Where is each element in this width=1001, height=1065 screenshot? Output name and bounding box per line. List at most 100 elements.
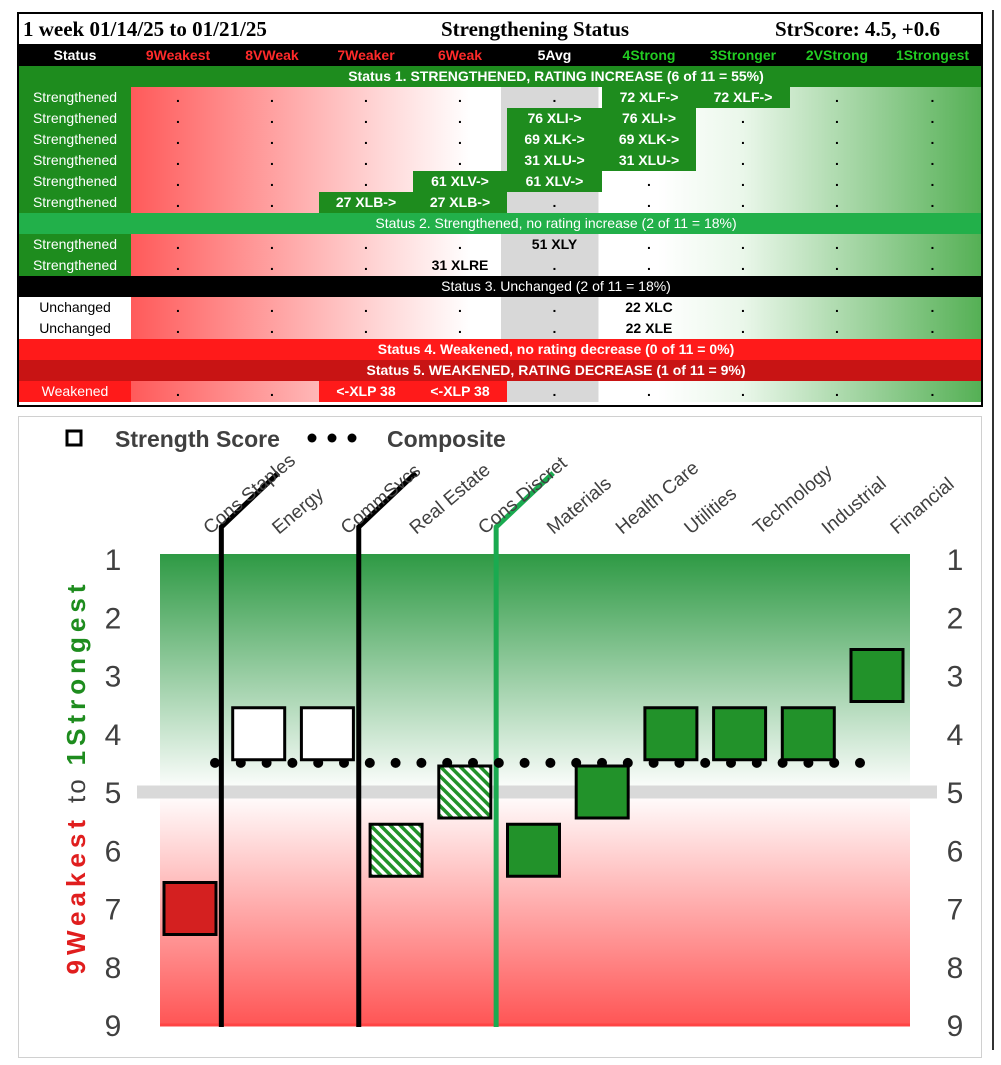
strength-marker-industrial: [780, 706, 836, 762]
empty-cell: .: [270, 320, 274, 336]
table-row: Strengthened... 31 XLRE.....: [19, 255, 981, 276]
empty-cell: .: [458, 89, 462, 105]
y-tick-right: 2: [947, 602, 964, 635]
table-row: Weakened.. <-XLP 38 <-XLP 38.....: [19, 381, 981, 402]
empty-cell: .: [647, 236, 651, 252]
row-status-label: Strengthened: [19, 192, 131, 213]
empty-cell: .: [458, 236, 462, 252]
row-status-label: Unchanged: [19, 297, 131, 318]
column-header-5: 5Avg: [537, 47, 572, 63]
y-tick-left: 1: [105, 544, 122, 577]
empty-cell: .: [270, 194, 274, 210]
rating-gradient: [131, 318, 981, 339]
status-band-s3: Status 3. Unchanged (2 of 11 = 18%): [19, 276, 981, 297]
empty-cell: .: [270, 299, 274, 315]
empty-cell: .: [552, 320, 557, 336]
etf-cell: 61 XLV->: [413, 171, 507, 192]
strength-marker-commsvcs: [299, 706, 355, 762]
etf-cell: 27 XLB->: [319, 192, 413, 213]
empty-cell: .: [176, 236, 180, 252]
empty-cell: .: [364, 89, 368, 105]
empty-cell: .: [835, 257, 839, 273]
empty-cell: .: [741, 110, 745, 126]
etf-cell: 76 XLI->: [602, 108, 696, 129]
etf-cell: 51 XLY: [531, 236, 578, 252]
etf-cell: 27 XLB->: [413, 192, 507, 213]
composite-dot: [364, 757, 375, 768]
composite-dot: [545, 757, 556, 768]
column-header-8: 2VStrong: [805, 47, 869, 63]
empty-cell: .: [647, 194, 651, 210]
category-label: Utilities: [681, 483, 741, 538]
empty-cell: .: [176, 110, 180, 126]
empty-cell: .: [176, 320, 180, 336]
status-band-text: Status 5. WEAKENED, RATING DECREASE (1 o…: [366, 362, 746, 378]
table-row: Strengthened.... 31 XLU-> 31 XLU->...: [19, 150, 981, 171]
row-status-label: Strengthened: [19, 129, 131, 150]
strength-marker-energy: [231, 706, 287, 762]
status-band-text: Status 4. Weakened, no rating decrease (…: [377, 341, 735, 357]
etf-cell: 31 XLU->: [602, 150, 696, 171]
chart-legend: Strength Score Composite: [65, 426, 506, 452]
legend-dot-icon: [327, 433, 337, 443]
empty-cell: .: [741, 257, 745, 273]
empty-cell: .: [835, 89, 839, 105]
etf-cell: 61 XLV->: [507, 171, 602, 192]
y-tick-right: 6: [947, 835, 964, 868]
y-tick-left: 6: [105, 835, 122, 868]
legend-strength-score: Strength Score: [115, 426, 280, 452]
etf-cell: 69 XLK->: [602, 129, 696, 150]
empty-cell: .: [930, 236, 935, 252]
composite-dot: [493, 757, 504, 768]
y-axis-label-weakest: 9Weakest: [61, 815, 91, 975]
column-header-6: 4Strong: [622, 47, 676, 63]
category-label: Financial: [887, 474, 959, 539]
y-tick-right: 3: [947, 661, 964, 694]
composite-dot: [700, 757, 711, 768]
row-status-label: Strengthened: [19, 108, 131, 129]
y-axis-label-strongest: 1Strongest: [61, 580, 91, 766]
empty-cell: .: [930, 320, 935, 336]
period-label: 1 week 01/14/25 to 01/21/25: [23, 17, 267, 41]
strength-marker-real-estate: [368, 822, 424, 878]
empty-cell: .: [835, 110, 839, 126]
status-band-s4: Status 4. Weakened, no rating decrease (…: [19, 339, 981, 360]
column-header-2: 8VWeak: [245, 47, 299, 63]
column-header-7: 3Stronger: [709, 47, 777, 63]
empty-cell: .: [552, 257, 557, 273]
etf-cell: 76 XLI->: [507, 108, 602, 129]
y-tick-right: 8: [947, 952, 964, 985]
empty-cell: .: [458, 110, 462, 126]
composite-dot: [416, 757, 427, 768]
empty-cell: .: [364, 320, 368, 336]
empty-cell: .: [835, 194, 839, 210]
empty-cell: .: [552, 299, 557, 315]
empty-cell: .: [552, 383, 557, 399]
status-band-s2: Status 2. Strengthened, no rating increa…: [19, 213, 981, 234]
table-header: 1 week 01/14/25 to 01/21/25 Strengthenin…: [19, 14, 981, 44]
row-status-label: Strengthened: [19, 234, 131, 255]
sector-divider-line: [218, 471, 281, 1027]
strength-marker-technology: [712, 706, 768, 762]
y-tick-right: 5: [947, 777, 964, 810]
empty-cell: .: [835, 173, 839, 189]
empty-cell: .: [647, 257, 651, 273]
empty-cell: .: [364, 299, 368, 315]
status-band-text: Status 2. Strengthened, no rating increa…: [375, 215, 737, 231]
etf-cell: 22 XLE: [625, 320, 673, 336]
rating-gradient: [131, 297, 981, 318]
empty-cell: .: [835, 383, 839, 399]
row-status-label: Unchanged: [19, 318, 131, 339]
y-tick-left: 3: [105, 661, 122, 694]
empty-cell: .: [458, 299, 462, 315]
empty-cell: .: [270, 131, 274, 147]
table-row: Unchanged..... 22 XLC...: [19, 297, 981, 318]
empty-cell: .: [930, 194, 935, 210]
y-tick-left: 4: [105, 719, 122, 752]
empty-cell: .: [364, 236, 368, 252]
empty-cell: .: [835, 152, 839, 168]
etf-cell: 31 XLU->: [507, 150, 602, 171]
empty-cell: .: [930, 89, 935, 105]
empty-cell: .: [270, 89, 274, 105]
